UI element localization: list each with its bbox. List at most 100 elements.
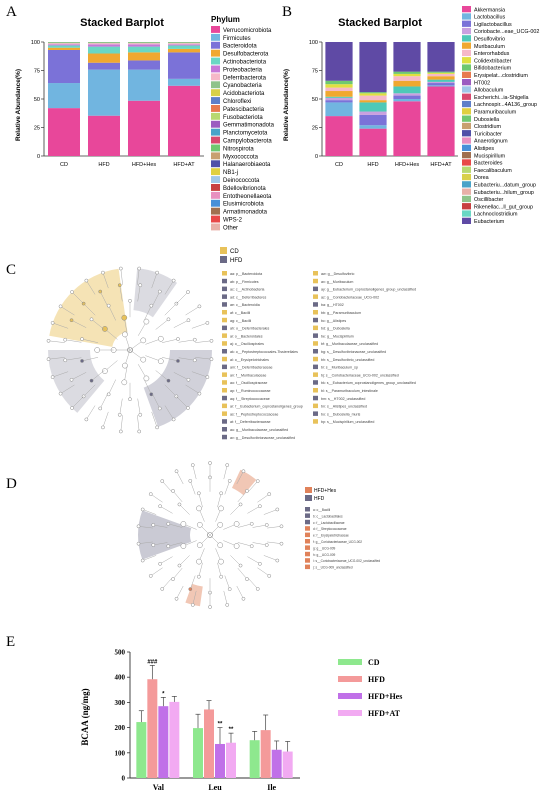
tree-node-1-8 (157, 335, 164, 342)
legend-swatch-bifidobacterium (462, 64, 471, 71)
legend-label-nb1-j: NB1-j (223, 170, 238, 176)
legend-label-firmicutes: Firmicutes (223, 36, 251, 42)
tree-node-4-25 (197, 304, 202, 309)
c-legend-left-label-2: ac: c__Actinobacteria (230, 288, 264, 292)
d-legend-swatch-7 (305, 551, 310, 557)
tree-node-4-5 (155, 425, 159, 430)
tree-node-4-2 (197, 391, 202, 396)
c-legend-left-swatch-5 (222, 310, 227, 315)
c-legend-left-label-17: ar: f__Eubacterium_coprostanoligenes_gro… (230, 405, 303, 409)
tree-node-2-13 (176, 337, 180, 341)
legend-label-myxococcota: Myxococcota (223, 154, 259, 160)
tree-node-4-4 (171, 417, 176, 422)
x-tick-label-cd: CD (60, 162, 68, 168)
tree-node-0-3 (217, 521, 224, 528)
tree-branch (60, 306, 75, 316)
d-legend-swatch-6 (305, 545, 310, 550)
c-legend-right-label-7: bd: g__Dubosiella (321, 327, 350, 331)
legend-swatch-lactobacillus (462, 13, 471, 20)
tree-node-4-0 (279, 541, 284, 546)
x-tick-label-hfd-hes: HFD+Hes (132, 162, 157, 168)
tree-node-4-25 (279, 524, 284, 529)
legend-label-coriobacte-eae-ucg-002: Coriobacte...eae_UCG-002 (474, 29, 539, 35)
tree-branch (172, 567, 183, 580)
tree-node-3-10 (63, 337, 68, 342)
c-legend-left-swatch-19 (222, 419, 227, 424)
bar-hfd-desulfovibrio (359, 102, 387, 112)
tree-branch (151, 272, 158, 289)
legend-label-akkermansia: Akkermansia (474, 7, 505, 13)
x-tick-label-hfd: HFD (98, 162, 109, 168)
c-legend-right-swatch-11 (313, 356, 318, 362)
legend-swatch-eubacteriu-datum-group (462, 181, 471, 188)
d-legend-swatch-1 (305, 513, 310, 518)
y-tick-label: 75 (312, 69, 318, 75)
tree-node-3-16 (258, 504, 262, 509)
bar-hfd-bifidobacterium (359, 92, 387, 94)
bar-hfd-verrucomicrobiota (88, 115, 120, 156)
e-significance-leu-hfd-at: ** (229, 727, 234, 733)
bar-hfd-hes-other (393, 42, 421, 72)
legend-label-colidextribacter: Colidextribacter (474, 58, 512, 64)
bar-hfd-deferribacterota (88, 43, 120, 45)
c-legend-left-swatch-6 (222, 317, 227, 323)
tree-node-4-10 (148, 574, 153, 578)
legend-swatch-firmicutes (211, 33, 220, 41)
tree-branch (247, 505, 261, 514)
y-tick-label: 25 (34, 126, 40, 132)
c-legend-right-swatch-8 (313, 333, 318, 338)
panel-c-group-swatch-cd (220, 247, 227, 254)
tree-branch (257, 493, 270, 503)
tree-node-2-11 (249, 521, 254, 526)
d-legend-label-0: a: o__Bacilli (313, 508, 330, 512)
tree-branch (176, 291, 189, 304)
tree-branch (83, 384, 96, 397)
tree-node-4-16 (58, 304, 63, 309)
legend-label-chloroflexi: Chloroflexi (223, 99, 251, 105)
c-legend-left-label-6: ag: c__Bacilli (230, 319, 251, 323)
bar-cd-muribaculum (325, 91, 353, 97)
legend-swatch-planctomycetota (211, 128, 220, 136)
c-legend-left-swatch-0 (222, 271, 227, 276)
legend-swatch-deinococcota (211, 176, 220, 183)
panel-d-tree (136, 461, 284, 609)
tree-branch (151, 411, 158, 428)
c-legend-left-label-7: ah: o__Deferribacterales (230, 327, 270, 331)
e-x-tick-label-leu: Leu (208, 783, 222, 792)
c-legend-right-swatch-12 (313, 364, 318, 370)
tree-node-1-4 (180, 521, 187, 527)
legend-label-oscillibacter: Oscillibacter (474, 197, 504, 203)
tree-node-4-17 (70, 290, 74, 294)
tree-branch (65, 339, 82, 343)
c-legend-right-swatch-14 (313, 380, 318, 385)
legend-label-dorea: Dorea (474, 175, 489, 181)
c-legend-left-swatch-11 (222, 356, 227, 362)
legend-label-proteobacteria: Proteobacteria (223, 67, 263, 73)
clade-highlight-2 (185, 583, 203, 607)
tree-node-3-14 (117, 283, 122, 288)
legend-label-armatimonadota: Armatimonadota (223, 210, 268, 216)
bar-hfd-at-proteobacteria (168, 44, 200, 46)
tree-branch (137, 285, 141, 302)
d-legend-swatch-2 (305, 519, 310, 525)
tree-node-4-6 (208, 605, 212, 609)
bar-cd-lactobacillus (325, 102, 353, 117)
tree-node-2-8 (89, 317, 94, 322)
legend-label-anaerotignum: Anaerotignum (474, 139, 508, 145)
c-legend-right-swatch-16 (313, 395, 318, 401)
tree-node-3-7 (158, 561, 162, 566)
tree-node-4-21 (137, 266, 142, 271)
tree-branch (185, 306, 200, 316)
bar-hfd-other (359, 42, 387, 93)
tree-node-1-6 (218, 505, 224, 512)
c-legend-right-swatch-19 (313, 419, 318, 424)
tree-node-3-9 (63, 358, 68, 363)
c-legend-right-swatch-15 (313, 388, 318, 393)
tree-node-4-21 (241, 469, 246, 474)
tree-node-3-8 (151, 543, 156, 547)
c-legend-left-label-10: ak: o__Peptostreptococcales-Tissierellal… (230, 350, 298, 354)
legend-label-rikenellac-ll-gut-group: Rikenellac...ll_gut_group (474, 204, 533, 210)
panel-b-stacked-barplot: Stacked Barplot Relative Abundance(%) 0 2… (283, 6, 539, 225)
e-y-tick-label: 100 (115, 749, 126, 757)
